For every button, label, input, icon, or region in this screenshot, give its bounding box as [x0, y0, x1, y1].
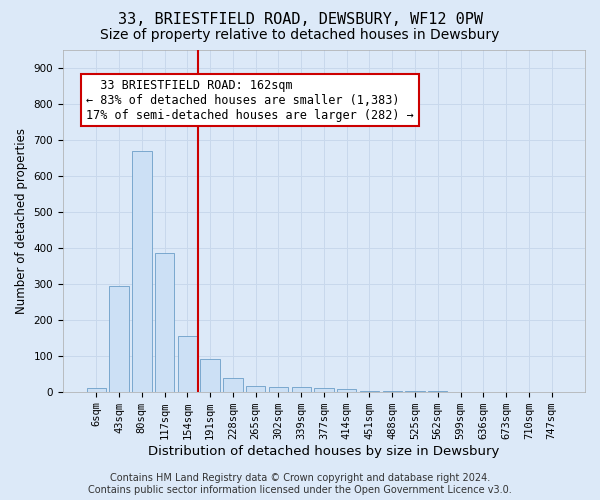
Bar [269, 387, 288, 392]
Bar [155, 253, 174, 392]
Text: Contains HM Land Registry data © Crown copyright and database right 2024.
Contai: Contains HM Land Registry data © Crown c… [88, 474, 512, 495]
Bar [132, 150, 152, 392]
Bar [86, 388, 106, 392]
Bar [246, 386, 265, 392]
Text: 33 BRIESTFIELD ROAD: 162sqm
← 83% of detached houses are smaller (1,383)
17% of : 33 BRIESTFIELD ROAD: 162sqm ← 83% of det… [86, 79, 414, 122]
Text: 33, BRIESTFIELD ROAD, DEWSBURY, WF12 0PW: 33, BRIESTFIELD ROAD, DEWSBURY, WF12 0PW [118, 12, 482, 28]
Bar [314, 388, 334, 392]
Bar [292, 387, 311, 392]
Bar [337, 389, 356, 392]
X-axis label: Distribution of detached houses by size in Dewsbury: Distribution of detached houses by size … [148, 444, 500, 458]
Bar [109, 286, 129, 392]
Bar [200, 360, 220, 392]
Text: Size of property relative to detached houses in Dewsbury: Size of property relative to detached ho… [100, 28, 500, 42]
Bar [178, 336, 197, 392]
Y-axis label: Number of detached properties: Number of detached properties [15, 128, 28, 314]
Bar [223, 378, 242, 392]
Bar [360, 391, 379, 392]
